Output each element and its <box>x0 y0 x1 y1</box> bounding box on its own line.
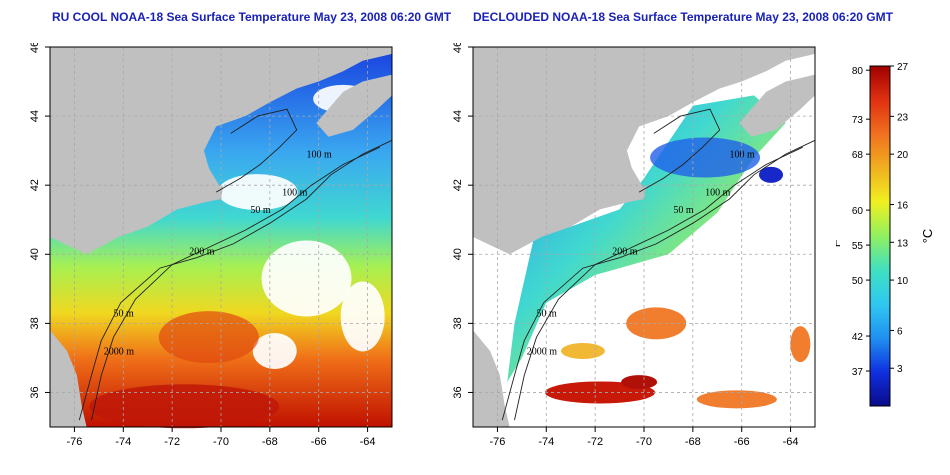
contour-label: 100 m <box>307 150 333 161</box>
celsius-tick-label: 23 <box>897 112 909 123</box>
celsius-axis-label: °C <box>920 229 935 244</box>
lon-tick-label: -66 <box>311 436 327 448</box>
lat-tick-label: 36 <box>29 386 41 398</box>
fahrenheit-tick-label: 42 <box>852 332 864 343</box>
celsius-tick-label: 6 <box>897 326 903 337</box>
celsius-tick-label: 20 <box>897 150 909 161</box>
panel-title-raw: RU COOL NOAA-18 Sea Surface Temperature … <box>52 10 452 24</box>
lon-tick-label: -72 <box>587 436 603 448</box>
celsius-tick-label: 27 <box>897 62 909 73</box>
fahrenheit-tick-label: 50 <box>852 276 864 287</box>
sst-map-raw: 100 m 100 m 50 m 200 m 50 m 2000 m -76 -74 -72 -7… <box>29 43 393 448</box>
fahrenheit-tick-label: 68 <box>852 150 864 161</box>
fahrenheit-tick-label: 73 <box>852 115 864 126</box>
contour-label: 50 m <box>250 205 270 216</box>
lon-tick-label: -64 <box>360 436 376 448</box>
lon-tick-label: -68 <box>262 436 278 448</box>
contour-label: 100 m <box>282 188 308 199</box>
fahrenheit-tick-label: 37 <box>852 367 864 378</box>
celsius-tick-label: 16 <box>897 201 909 212</box>
temperature-colorbar: 80 73 68 60 55 50 42 37 27 23 20 16 13 10 6 3 °F °C <box>836 62 935 407</box>
lat-tick-label: 42 <box>452 179 464 191</box>
contour-label: 50 m <box>673 205 694 216</box>
lat-tick-label: 44 <box>29 110 41 122</box>
fahrenheit-tick-label: 60 <box>852 206 864 217</box>
lat-tick-label: 38 <box>452 317 464 329</box>
lat-tick-label: 40 <box>29 248 41 260</box>
sst-map-declouded: 100 m 100 m 50 m 200 m 50 m 2000 m -76 -74 -72 -7… <box>452 43 816 448</box>
lon-tick-label: -70 <box>213 436 229 448</box>
lon-tick-label: -72 <box>164 436 180 448</box>
lon-tick-label: -68 <box>685 436 701 448</box>
lon-tick-label: -74 <box>115 436 131 448</box>
lat-tick-label: 46 <box>452 43 464 53</box>
lon-tick-label: -64 <box>783 436 799 448</box>
lat-tick-label: 36 <box>452 386 464 398</box>
lat-tick-label: 40 <box>452 248 464 260</box>
lon-tick-label: -66 <box>734 436 750 448</box>
panel-title-declouded: DECLOUDED NOAA-18 Sea Surface Temperatur… <box>473 10 893 24</box>
lon-tick-label: -74 <box>538 436 554 448</box>
fahrenheit-tick-label: 80 <box>852 66 864 77</box>
lon-tick-label: -76 <box>489 436 505 448</box>
contour-label: 50 m <box>114 308 135 319</box>
lat-tick-label: 46 <box>29 43 41 53</box>
contour-label: 200 m <box>612 246 638 257</box>
contour-label: 100 m <box>705 188 731 199</box>
fahrenheit-tick-label: 55 <box>852 241 864 252</box>
fahrenheit-axis-label: °F <box>836 239 843 252</box>
lat-tick-label: 38 <box>29 317 41 329</box>
contour-label: 2000 m <box>104 346 135 357</box>
celsius-tick-label: 10 <box>897 276 909 287</box>
colorbar-ramp <box>869 65 891 407</box>
lat-tick-label: 42 <box>29 179 41 191</box>
contour-label: 100 m <box>730 150 756 161</box>
lon-tick-label: -76 <box>66 436 82 448</box>
celsius-tick-label: 13 <box>897 238 909 249</box>
lon-tick-label: -70 <box>636 436 652 448</box>
contour-label: 2000 m <box>527 346 558 357</box>
lat-tick-label: 44 <box>452 110 464 122</box>
contour-label: 200 m <box>189 246 215 257</box>
celsius-tick-label: 3 <box>897 364 903 375</box>
contour-label: 50 m <box>537 308 558 319</box>
